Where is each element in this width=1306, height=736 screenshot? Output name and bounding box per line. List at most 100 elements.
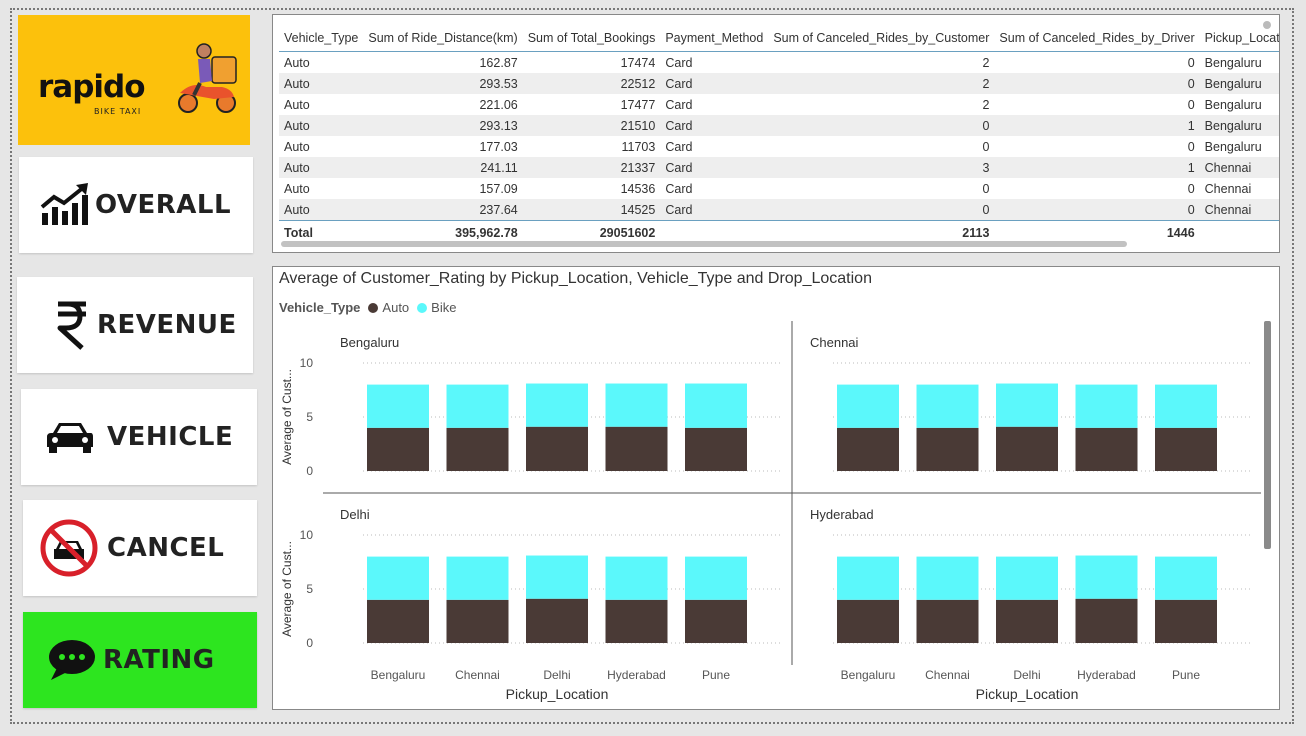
table-cell: 2 bbox=[768, 73, 995, 94]
bar-auto[interactable] bbox=[837, 427, 899, 471]
chart-vertical-scrollbar[interactable] bbox=[1264, 321, 1271, 549]
bar-auto[interactable] bbox=[446, 599, 509, 643]
bar-auto[interactable] bbox=[685, 427, 747, 471]
bar-bike[interactable] bbox=[1155, 384, 1217, 428]
y-tick-label: 0 bbox=[306, 464, 313, 478]
bar-bike[interactable] bbox=[837, 556, 899, 600]
table-row[interactable]: Auto 237.64 14525 Card 0 0 Chennai bbox=[279, 199, 1279, 221]
bar-auto[interactable] bbox=[367, 427, 429, 471]
table-cell: 1 bbox=[994, 157, 1200, 178]
legend-bike-label[interactable]: Bike bbox=[431, 300, 457, 315]
bar-auto[interactable] bbox=[685, 599, 747, 643]
bar-bike[interactable] bbox=[526, 383, 588, 427]
horizontal-scrollbar[interactable] bbox=[281, 241, 1127, 247]
bar-auto[interactable] bbox=[526, 598, 588, 643]
chart-title: Average of Customer_Rating by Pickup_Loc… bbox=[279, 270, 872, 287]
bar-bike[interactable] bbox=[446, 384, 509, 428]
col-header[interactable]: Payment_Method bbox=[660, 25, 769, 52]
table-cell: Auto bbox=[284, 139, 310, 154]
nav-revenue-label: REVENUE bbox=[97, 310, 237, 340]
table-row[interactable]: Auto 177.03 11703 Card 0 0 Bengaluru bbox=[279, 136, 1279, 157]
legend-auto-swatch bbox=[368, 302, 379, 313]
bar-bike[interactable] bbox=[685, 383, 747, 428]
bar-auto[interactable] bbox=[996, 426, 1058, 471]
bar-bike[interactable] bbox=[685, 556, 747, 600]
bar-bike[interactable] bbox=[1155, 556, 1217, 600]
bar-bike[interactable] bbox=[916, 556, 979, 600]
col-header[interactable]: Sum of Canceled_Rides_by_Customer bbox=[768, 25, 995, 52]
panel-title: Bengaluru bbox=[340, 335, 399, 350]
bar-auto[interactable] bbox=[996, 599, 1058, 643]
table-cell: 157.09 bbox=[479, 181, 518, 196]
bar-auto[interactable] bbox=[526, 426, 588, 471]
bar-bike[interactable] bbox=[996, 383, 1058, 427]
y-tick-label: 10 bbox=[300, 356, 314, 370]
x-tick-label: Hyderabad bbox=[1077, 668, 1136, 682]
table-cell: 17477 bbox=[620, 97, 656, 112]
bar-bike[interactable] bbox=[916, 384, 979, 428]
table-cell: Auto bbox=[284, 55, 310, 70]
col-header[interactable]: Sum of Canceled_Rides_by_Driver bbox=[994, 25, 1200, 52]
table-row[interactable]: Auto 157.09 14536 Card 0 0 Chennai bbox=[279, 178, 1279, 199]
table-cell: Bengaluru bbox=[1199, 73, 1279, 94]
nav-cancel-button[interactable]: CANCEL bbox=[23, 500, 257, 596]
legend-auto-label[interactable]: Auto bbox=[382, 300, 410, 315]
x-axis-label: Pickup_Location bbox=[506, 686, 609, 702]
table-row[interactable]: Auto 293.13 21510 Card 0 1 Bengaluru bbox=[279, 115, 1279, 136]
table-row[interactable]: Auto 293.53 22512 Card 2 0 Bengaluru bbox=[279, 73, 1279, 94]
table-cell: 2 bbox=[982, 55, 990, 70]
y-tick-label: 5 bbox=[306, 410, 313, 424]
bar-bike[interactable] bbox=[837, 384, 899, 428]
table-cell: Card bbox=[665, 139, 693, 154]
bar-bike[interactable] bbox=[367, 384, 429, 428]
table-cell: 0 bbox=[768, 199, 995, 221]
bar-auto[interactable] bbox=[446, 427, 509, 471]
table-row[interactable]: Auto 241.11 21337 Card 3 1 Chennai bbox=[279, 157, 1279, 178]
bar-bike[interactable] bbox=[526, 555, 588, 599]
bar-bike[interactable] bbox=[1075, 384, 1138, 428]
bar-auto[interactable] bbox=[605, 426, 668, 471]
panel-title: Hyderabad bbox=[810, 507, 874, 522]
nav-vehicle-label: VEHICLE bbox=[107, 422, 234, 452]
legend-title: Vehicle_Type bbox=[279, 300, 361, 315]
table-cell: 162.87 bbox=[479, 55, 518, 70]
table-total-cell bbox=[660, 220, 769, 245]
table-header-row: Vehicle_Type Sum of Ride_Distance(km) Su… bbox=[279, 25, 1279, 52]
small-multiples-bar-chart[interactable]: Bengaluru 0 5 10 Average of Cust... Chennai De… bbox=[273, 267, 1280, 710]
col-header[interactable]: Pickup_Location bbox=[1199, 25, 1279, 52]
bar-auto[interactable] bbox=[1155, 427, 1217, 471]
bar-auto[interactable] bbox=[1155, 599, 1217, 643]
table-cell: Auto bbox=[279, 199, 364, 221]
bar-auto[interactable] bbox=[367, 599, 429, 643]
col-header[interactable]: Sum of Ride_Distance(km) bbox=[363, 25, 523, 52]
bar-bike[interactable] bbox=[605, 556, 668, 600]
bar-auto[interactable] bbox=[1075, 427, 1138, 471]
bar-bike[interactable] bbox=[1075, 555, 1138, 599]
nav-overall-button[interactable]: OVERALL bbox=[19, 157, 253, 253]
nav-overall-label: OVERALL bbox=[95, 190, 232, 220]
vertical-scrollbar[interactable] bbox=[1263, 21, 1271, 29]
bar-bike[interactable] bbox=[996, 556, 1058, 600]
bar-auto[interactable] bbox=[916, 599, 979, 643]
x-tick-label: Bengaluru bbox=[841, 668, 896, 682]
bar-bike[interactable] bbox=[367, 556, 429, 600]
table-cell: 3 bbox=[768, 157, 995, 178]
nav-vehicle-button[interactable]: VEHICLE bbox=[21, 389, 257, 485]
y-tick-label: 0 bbox=[306, 636, 313, 650]
chart-legend: Vehicle_Type Auto Bike bbox=[279, 300, 456, 315]
col-header[interactable]: Vehicle_Type bbox=[279, 25, 364, 52]
col-header[interactable]: Sum of Total_Bookings bbox=[522, 25, 661, 52]
bar-bike[interactable] bbox=[605, 383, 668, 427]
table-row[interactable]: Auto 162.87 17474 Card 2 0 Bengaluru bbox=[279, 52, 1279, 74]
table-cell: 1 bbox=[994, 115, 1200, 136]
bar-auto[interactable] bbox=[1075, 598, 1138, 643]
table-row[interactable]: Auto 221.06 17477 Card 2 0 Bengaluru bbox=[279, 94, 1279, 115]
nav-rating-button[interactable]: RATING bbox=[23, 612, 257, 708]
table-cell: Bengaluru bbox=[1204, 55, 1262, 70]
bar-auto[interactable] bbox=[837, 599, 899, 643]
bar-auto[interactable] bbox=[605, 599, 668, 643]
nav-cancel-label: CANCEL bbox=[107, 533, 225, 563]
nav-revenue-button[interactable]: REVENUE bbox=[17, 277, 253, 373]
bar-auto[interactable] bbox=[916, 427, 979, 471]
bar-bike[interactable] bbox=[446, 556, 509, 600]
